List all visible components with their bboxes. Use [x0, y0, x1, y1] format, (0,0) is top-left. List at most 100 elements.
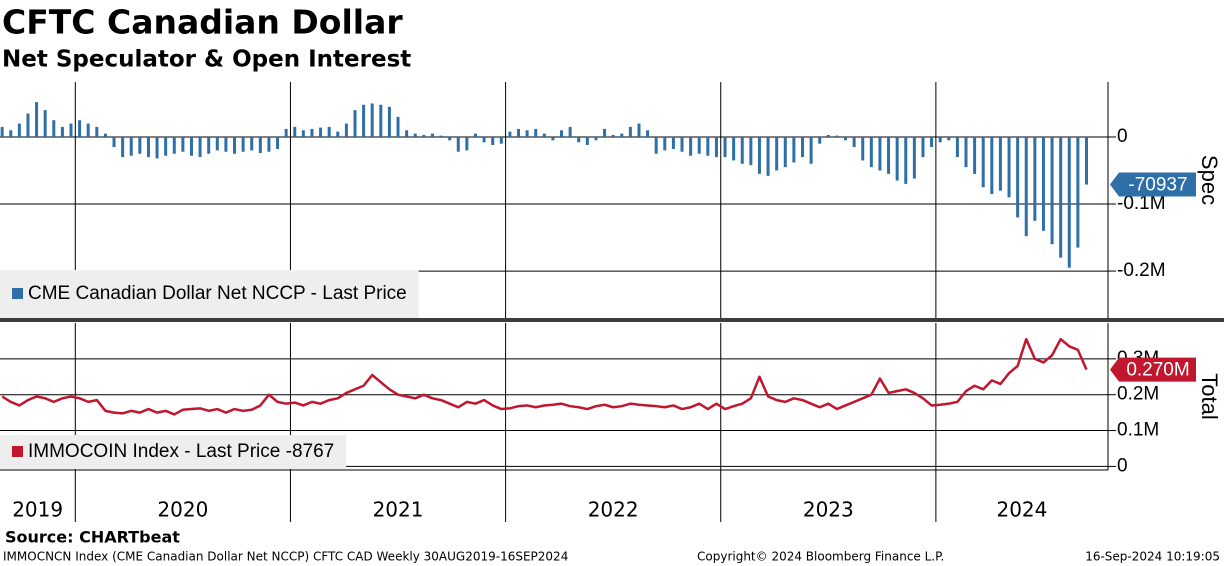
last-value-box	[1110, 172, 1196, 197]
x-tick-label: 2021	[373, 498, 424, 522]
bar	[714, 136, 718, 158]
y-tick-label: 0.2M	[1117, 384, 1159, 405]
bar	[680, 136, 684, 152]
bar	[1084, 136, 1088, 185]
bar	[800, 136, 804, 158]
bar	[146, 136, 150, 158]
chart-subtitle: Net Speculator & Open Interest	[2, 47, 411, 73]
last-value-box	[1110, 357, 1196, 382]
bar	[35, 102, 39, 137]
bar	[1024, 136, 1028, 237]
bar	[172, 136, 176, 154]
bar	[370, 103, 374, 137]
bar	[973, 136, 977, 174]
x-tick-label: 2022	[588, 498, 639, 522]
bar	[43, 110, 47, 137]
bar	[706, 136, 710, 156]
bar	[947, 136, 951, 141]
bar	[637, 123, 641, 137]
bar	[517, 128, 521, 137]
bar	[861, 136, 865, 161]
bar	[121, 136, 125, 158]
bar	[1050, 136, 1054, 245]
bar	[499, 136, 503, 144]
footer-description: IMMOCNCN Index (CME Canadian Dollar Net …	[3, 550, 568, 564]
bar	[697, 136, 701, 154]
bar	[103, 133, 107, 137]
bar	[1041, 136, 1045, 231]
bar	[52, 120, 56, 137]
bar	[689, 136, 693, 156]
bar	[241, 136, 245, 152]
legend-swatch	[12, 288, 23, 299]
bar	[224, 136, 228, 152]
bar	[551, 136, 555, 141]
bar	[981, 136, 985, 188]
bar	[930, 136, 934, 148]
bar	[1033, 136, 1037, 221]
legend-box	[0, 270, 419, 318]
bar	[525, 130, 529, 137]
bar	[895, 136, 899, 181]
bar	[422, 134, 426, 137]
y-tick-label: 0	[1117, 126, 1128, 147]
bar	[284, 128, 288, 137]
bar	[654, 136, 658, 154]
bar	[998, 136, 1002, 191]
bar	[912, 136, 916, 179]
bar	[439, 135, 443, 137]
bar	[620, 133, 624, 137]
x-tick-label: 2020	[157, 498, 208, 522]
bar	[138, 136, 142, 154]
bar	[86, 123, 90, 137]
bar	[577, 136, 581, 143]
panel-separator	[0, 318, 1224, 322]
bar	[628, 126, 632, 137]
bar	[258, 136, 262, 154]
bar	[921, 136, 925, 158]
bar	[336, 131, 340, 137]
bar	[448, 136, 452, 141]
bar	[723, 136, 727, 158]
bar	[60, 126, 64, 137]
bar	[1076, 136, 1080, 248]
y-tick-label: 0	[1117, 455, 1128, 476]
bar	[1067, 136, 1071, 268]
bar	[560, 130, 564, 137]
bar	[818, 136, 822, 144]
y-tick-label: -0.1M	[1117, 193, 1166, 214]
bar	[473, 133, 477, 137]
x-tick-label: 2024	[996, 498, 1047, 522]
x-tick-label: 2023	[803, 498, 854, 522]
bar	[301, 130, 305, 137]
bar	[233, 136, 237, 154]
bar	[95, 126, 99, 137]
bar	[78, 120, 82, 137]
bar	[207, 136, 211, 154]
bar	[189, 136, 193, 156]
bar	[344, 123, 348, 137]
bar	[603, 128, 607, 137]
bar	[396, 116, 400, 137]
bar	[250, 136, 254, 151]
bar	[310, 128, 314, 137]
bar	[465, 136, 469, 151]
bar	[215, 136, 219, 151]
bar	[757, 136, 761, 174]
bar	[198, 136, 202, 158]
y-tick-label: -0.2M	[1117, 260, 1166, 281]
bar	[1059, 136, 1063, 258]
x-tick-label: 2019	[12, 498, 63, 522]
bar	[783, 136, 787, 168]
bar	[646, 130, 650, 137]
bar	[869, 136, 873, 168]
bar	[379, 104, 383, 137]
bar	[181, 136, 185, 152]
bar	[663, 136, 667, 151]
bar	[276, 136, 280, 150]
bar	[766, 136, 770, 176]
bar	[1007, 136, 1011, 198]
y-axis-title: Total	[1197, 373, 1222, 419]
legend-label: IMMOCOIN Index - Last Price -8767	[28, 441, 334, 462]
